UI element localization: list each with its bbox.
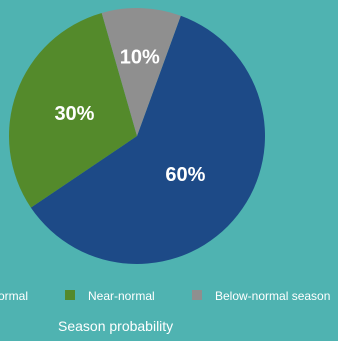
pie-slice-above-normal — [30, 15, 265, 265]
pie-slice-label-near-normal: 30% — [54, 103, 94, 125]
legend-label-above-normal: ormal — [0, 289, 28, 303]
pie-slice-near-normal — [9, 12, 137, 208]
legend-label-below-normal: Below-normal season — [215, 289, 330, 303]
legend: ormal Near-normal Below-normal season — [0, 289, 330, 303]
pie-slice-below-normal-season — [101, 8, 181, 137]
legend-label-near-normal: Near-normal — [88, 289, 155, 303]
pie-slice-label-below-normal-season: 10% — [120, 47, 160, 69]
legend-swatch-near-normal — [65, 290, 75, 300]
pie-slices — [9, 8, 265, 265]
x-axis-label: Season probability — [58, 318, 173, 334]
legend-swatch-below-normal — [192, 290, 202, 300]
pie-slice-label-above-normal: 60% — [165, 164, 205, 186]
pie-labels: 60% 30% 10% — [54, 47, 205, 186]
